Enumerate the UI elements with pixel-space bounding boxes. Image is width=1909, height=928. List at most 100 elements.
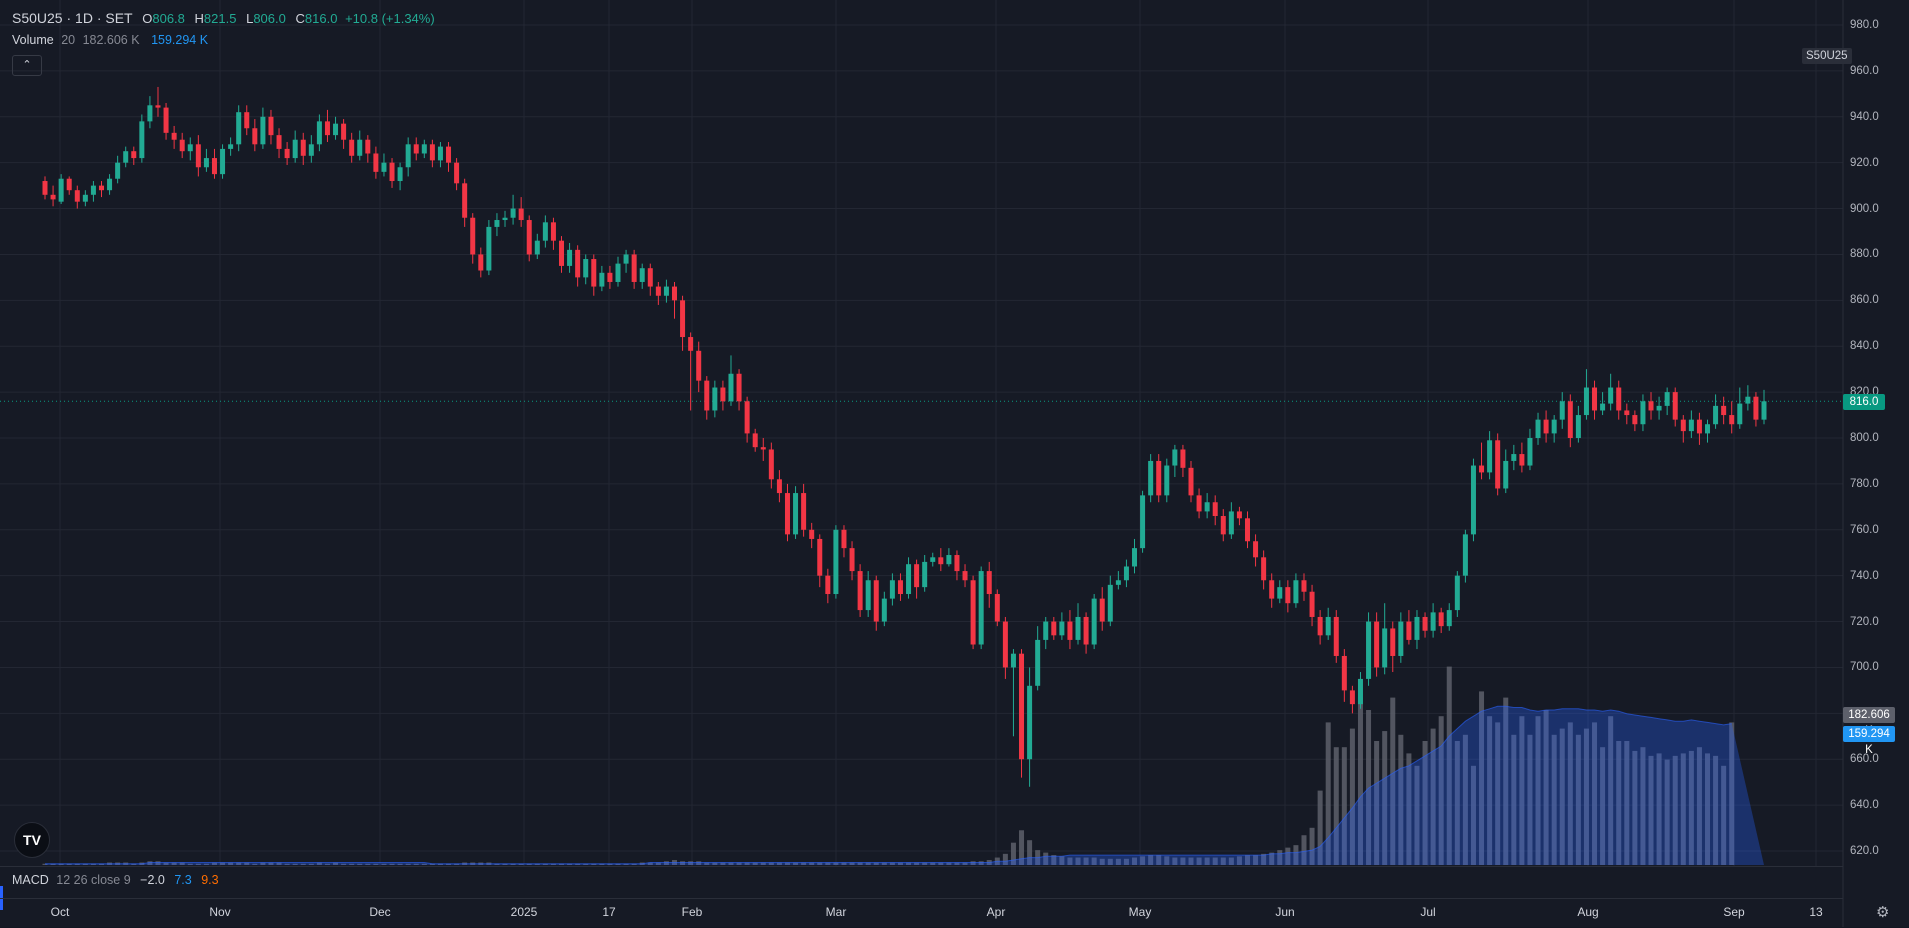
- low-value: 806.0: [253, 11, 286, 26]
- volume-bar: [930, 862, 936, 865]
- candle-body: [510, 208, 516, 218]
- volume-bar: [873, 862, 879, 865]
- candle-body: [1495, 440, 1501, 489]
- candle-body: [1212, 502, 1218, 517]
- volume-bar: [1511, 734, 1517, 865]
- volume-bar: [1228, 857, 1234, 865]
- candle-body: [841, 529, 847, 549]
- candle-body: [1374, 621, 1380, 668]
- candle-body: [171, 132, 177, 140]
- macd-value: −2.0: [140, 873, 165, 887]
- volume-bar: [276, 862, 282, 865]
- symbol-title[interactable]: S50U25 · 1D · SET: [12, 10, 133, 26]
- volume-bar: [1067, 857, 1073, 865]
- volume-bar: [1672, 755, 1678, 865]
- volume-legend[interactable]: Volume 20 182.606 K 159.294 K: [12, 33, 208, 47]
- volume-bar: [1196, 857, 1202, 865]
- macd-legend[interactable]: MACD 12 26 close 9 −2.0 7.3 9.3: [12, 873, 219, 887]
- price-tick-label: 740.0: [1850, 569, 1879, 582]
- candle-body: [526, 220, 532, 255]
- candle-body: [583, 259, 589, 278]
- volume-bar: [946, 862, 952, 865]
- volume-bar: [615, 863, 621, 865]
- volume-bar: [187, 863, 193, 865]
- volume-bar: [1099, 858, 1105, 865]
- candle-body: [1236, 511, 1242, 519]
- volume-bar: [300, 863, 306, 865]
- candle-body: [429, 144, 435, 161]
- candle-body: [994, 594, 1000, 622]
- volume-bar: [1083, 857, 1089, 865]
- price-tick-label: 980.0: [1850, 19, 1879, 31]
- volume-bar: [1495, 722, 1501, 865]
- candle-body: [1349, 690, 1355, 705]
- candle-body: [454, 162, 460, 184]
- volume-bar: [1438, 716, 1444, 865]
- volume-bar: [680, 861, 686, 865]
- candle-body: [324, 121, 330, 136]
- volume-bar: [712, 862, 718, 865]
- candle-body: [615, 263, 621, 282]
- volume-bar: [1172, 857, 1178, 865]
- candle-body: [1608, 387, 1614, 404]
- price-tick-label: 800.0: [1850, 432, 1879, 444]
- volume-bar: [591, 863, 597, 865]
- volume-bar: [1430, 728, 1436, 865]
- volume-bar: [365, 863, 371, 865]
- volume-bar: [1567, 722, 1573, 865]
- candle-body: [1713, 405, 1719, 425]
- volume-bar: [98, 863, 104, 865]
- tradingview-logo-icon[interactable]: TV: [14, 822, 50, 858]
- candle-body: [486, 226, 492, 271]
- candle-body: [139, 121, 145, 159]
- volume-bar: [962, 862, 968, 865]
- volume-bar: [42, 863, 48, 865]
- volume-bar: [1204, 857, 1210, 865]
- candle-body: [1220, 516, 1226, 535]
- price-tick-label: 880.0: [1850, 248, 1879, 261]
- volume-bar: [1269, 852, 1275, 865]
- pane-separator[interactable]: [0, 866, 1843, 867]
- volume-bar: [1454, 741, 1460, 865]
- volume-ma-line: [45, 705, 1732, 865]
- candle-body: [1462, 534, 1468, 576]
- volume-bar: [308, 863, 314, 865]
- volume-bar: [1575, 734, 1581, 865]
- candle-body: [1414, 616, 1420, 640]
- volume-bar: [1019, 830, 1025, 865]
- volume-bar: [776, 862, 782, 865]
- candle-body: [1253, 541, 1259, 558]
- volume-bar: [429, 863, 435, 865]
- candle-body: [123, 151, 129, 163]
- candle-body: [74, 190, 80, 202]
- volume-bar: [179, 862, 185, 865]
- candle-body: [1357, 678, 1363, 705]
- volume-bar: [397, 863, 403, 865]
- time-tick-label: May: [1128, 905, 1152, 919]
- volume-bar: [502, 863, 508, 865]
- candle-body: [284, 148, 290, 159]
- candle-body: [986, 571, 992, 595]
- candle-body: [930, 557, 936, 562]
- settings-gear-icon[interactable]: ⚙: [1876, 904, 1890, 921]
- time-axis[interactable]: [0, 898, 1843, 928]
- volume-bar: [1309, 827, 1315, 865]
- volume-bar: [881, 862, 887, 865]
- candle-body: [437, 146, 443, 161]
- candle-body: [1721, 405, 1727, 416]
- candle-body: [397, 167, 403, 182]
- collapse-legend-button[interactable]: ⌃: [12, 55, 42, 76]
- candle-body: [1543, 419, 1549, 434]
- candle-body: [1341, 655, 1347, 691]
- volume-bar: [1535, 716, 1541, 865]
- volume-bar: [793, 862, 799, 865]
- candle-body: [760, 447, 766, 450]
- candle-body: [421, 144, 427, 154]
- volume-bar: [752, 862, 758, 865]
- volume-bar: [1132, 857, 1138, 865]
- candle-body: [954, 555, 960, 572]
- candle-body: [712, 387, 718, 411]
- volume-bar: [1592, 722, 1598, 865]
